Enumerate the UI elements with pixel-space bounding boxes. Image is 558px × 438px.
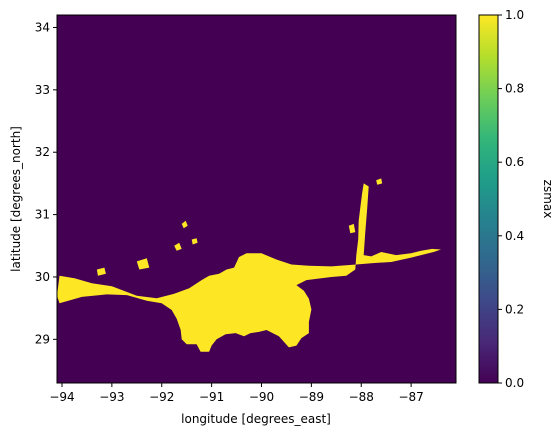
heatmap-layer — [57, 178, 441, 352]
colorbar-tick-label: 0.4 — [505, 229, 524, 243]
x-tick-label: −91 — [199, 390, 224, 404]
flooded-region-islet-7 — [376, 178, 383, 185]
x-tick-label: −92 — [149, 390, 174, 404]
colorbar: 0.0 0.2 0.4 0.6 0.8 1.0 zsmax — [478, 8, 555, 390]
x-tick-label: −89 — [299, 390, 324, 404]
colorbar-tick-label: 1.0 — [505, 8, 524, 22]
colorbar-tick-label: 0.2 — [505, 302, 524, 316]
colorbar-tick-label: 0.6 — [505, 155, 524, 169]
x-tick-label: −93 — [99, 390, 124, 404]
y-tick-label: 31 — [35, 208, 50, 222]
flooded-region-islet-2 — [191, 238, 198, 245]
colorbar-label: zsmax — [541, 180, 555, 219]
flooded-region-islet-5 — [96, 267, 106, 276]
y-tick-label: 32 — [35, 145, 50, 159]
x-tick-label: −90 — [249, 390, 274, 404]
plot-area — [56, 14, 457, 384]
flooded-region-islet-4 — [136, 258, 150, 270]
colorbar-ticks: 0.0 0.2 0.4 0.6 0.8 1.0 — [498, 8, 524, 390]
flooded-region-islet-3 — [174, 242, 182, 251]
x-axis-label: longitude [degrees_east] — [181, 412, 331, 426]
flooded-region-islet-1 — [181, 220, 188, 229]
y-tick-label: 33 — [35, 83, 50, 97]
colorbar-frame — [478, 14, 499, 384]
y-axis-label: latitude [degrees_north] — [9, 126, 23, 272]
colorbar-tick-label: 0.0 — [505, 376, 524, 390]
colorbar-tick-label: 0.8 — [505, 82, 524, 96]
y-axis: 29 30 31 32 33 34 — [35, 20, 57, 346]
y-tick-label: 29 — [35, 332, 50, 346]
x-tick-label: −94 — [49, 390, 74, 404]
x-tick-label: −87 — [398, 390, 423, 404]
flooded-region-main-flooded-area — [57, 183, 441, 352]
flooded-region-islet-6 — [348, 223, 356, 234]
plot-frame — [56, 14, 457, 384]
x-tick-label: −88 — [349, 390, 374, 404]
x-axis: −94 −93 −92 −91 −90 −89 −88 −87 — [49, 383, 424, 404]
y-tick-label: 30 — [35, 270, 50, 284]
y-tick-label: 34 — [35, 20, 50, 34]
colorbar-gradient — [479, 15, 498, 383]
